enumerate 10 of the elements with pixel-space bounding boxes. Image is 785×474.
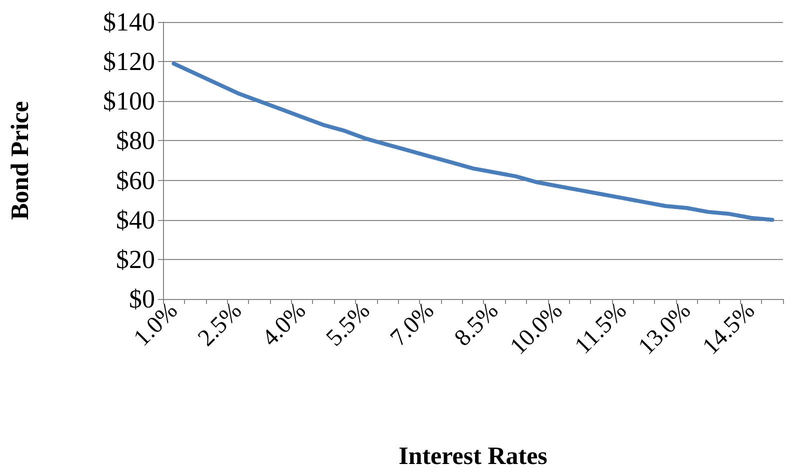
y-tick-label: $140 xyxy=(103,8,155,36)
y-axis-title: Bond Price xyxy=(7,101,34,220)
y-tick-label: $80 xyxy=(116,126,155,156)
y-tick-label: $20 xyxy=(116,244,155,274)
x-axis-title: Interest Rates xyxy=(398,443,548,470)
line-series xyxy=(172,62,774,222)
y-tick-label: $60 xyxy=(116,166,155,195)
y-tick-label: $100 xyxy=(103,86,155,116)
y-tick-label: $40 xyxy=(116,205,155,234)
y-tick-label: $120 xyxy=(103,47,155,76)
